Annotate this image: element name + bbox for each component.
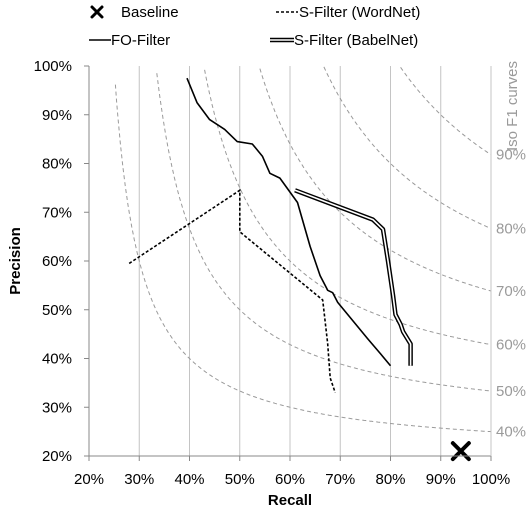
iso-f1-curve <box>259 68 492 292</box>
iso-f1-label: 40% <box>496 424 526 441</box>
y-tick-label: 100% <box>34 58 72 75</box>
y-tick-label: 90% <box>42 107 72 124</box>
iso-f1-label: 50% <box>496 383 526 400</box>
legend-fo-filter: FO-Filter <box>89 32 170 49</box>
iso-f1-title: Iso F1 curves <box>504 61 521 151</box>
axis-layer: 20% 30% 40% 50% 60% 70% 80% 90% 100% 20% 30% 40% 50%… <box>7 58 510 509</box>
iso-f1-label: 80% <box>496 221 526 238</box>
series-baseline-marker <box>450 441 471 462</box>
x-tick-label: 40% <box>174 471 204 488</box>
y-tick-label: 80% <box>42 156 72 173</box>
x-tick-label: 50% <box>225 471 255 488</box>
legend-s-filter-babelnet-label: S-Filter (BabelNet) <box>294 32 418 49</box>
y-tick-label: 40% <box>42 351 72 368</box>
iso-f1-label: 90% <box>496 147 526 164</box>
legend-baseline: Baseline <box>90 4 179 21</box>
y-tick-label: 70% <box>42 204 72 221</box>
grid-layer <box>138 66 442 456</box>
iso-f1-label: 60% <box>496 337 526 354</box>
iso-f1-curve <box>156 73 492 392</box>
y-axis-title: Precision <box>7 227 24 295</box>
series-fo-filter-line <box>186 77 392 367</box>
iso-f1-curve <box>204 69 492 346</box>
y-tick-label: 50% <box>42 302 72 319</box>
series-s-filter-babelnet-line <box>294 188 413 366</box>
legend-baseline-label: Baseline <box>121 4 179 21</box>
x-tick-label: 20% <box>74 471 104 488</box>
x-tick-label: 70% <box>325 471 355 488</box>
x-tick-label: 90% <box>426 471 456 488</box>
y-tick-label: 30% <box>42 399 72 416</box>
series-s-filter-wordnet-line <box>128 188 336 393</box>
x-tick-label: 100% <box>472 471 510 488</box>
series-s-filter-babelnet-line-inner <box>294 189 412 366</box>
x-tick-label: 60% <box>275 471 305 488</box>
iso-f1-curve <box>114 84 492 433</box>
legend-s-filter-wordnet: S-Filter (WordNet) <box>276 4 420 21</box>
x-tick-label: 80% <box>375 471 405 488</box>
legend-fo-filter-label: FO-Filter <box>111 32 170 49</box>
legend: Baseline S-Filter (WordNet) FO-Filter S-Fil… <box>89 4 420 49</box>
legend-s-filter-babelnet: S-Filter (BabelNet) <box>270 32 418 49</box>
legend-s-filter-wordnet-label: S-Filter (WordNet) <box>299 4 420 21</box>
iso-f1-curve <box>400 67 492 156</box>
x-axis-title: Recall <box>268 492 312 509</box>
y-tick-label: 60% <box>42 253 72 270</box>
legend-baseline-symbol <box>90 5 104 19</box>
iso-f1-layer: 40% 50% 60% 70% 80% 90%Iso F1 curves <box>114 61 526 441</box>
y-tick-label: 20% <box>42 448 72 465</box>
iso-f1-label: 70% <box>496 283 526 300</box>
x-tick-label: 30% <box>124 471 154 488</box>
iso-f1-curve <box>323 66 492 229</box>
